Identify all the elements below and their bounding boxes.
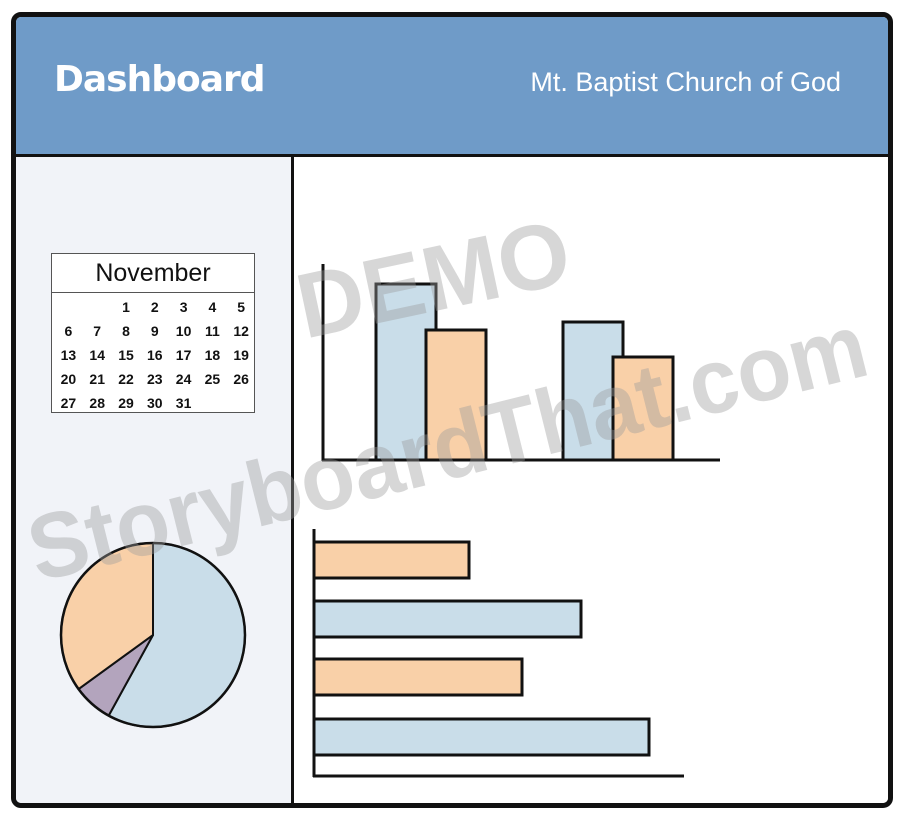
horizontal-bar: [312, 717, 651, 757]
horizontal-bar: [312, 657, 524, 697]
calendar-day: 29: [118, 395, 134, 411]
dashboard-header: Dashboard Mt. Baptist Church of God: [16, 17, 888, 157]
calendar-day: 1: [122, 299, 130, 315]
calendar-day: 25: [204, 371, 221, 387]
organization-name: Mt. Baptist Church of God: [530, 67, 841, 97]
calendar-month: November: [52, 254, 254, 293]
calendar-day: 13: [60, 347, 77, 363]
calendar-day: 3: [179, 299, 188, 315]
horizontal-bar: [312, 599, 583, 639]
calendar-day: 30: [147, 395, 163, 411]
calendar-day: 12: [233, 323, 249, 339]
vertical-bar: [611, 355, 675, 462]
calendar-day: 9: [150, 323, 159, 339]
calendar-day: 14: [89, 347, 105, 363]
calendar-day: 21: [89, 371, 105, 387]
main-panel: [294, 157, 888, 803]
dashboard-frame: Dashboard Mt. Baptist Church of God Nove…: [11, 12, 893, 808]
page-title: Dashboard: [54, 59, 266, 100]
horizontal-bar-chart: [312, 529, 684, 778]
pie-chart: [59, 541, 247, 729]
calendar-day: 18: [204, 347, 221, 363]
calendar-widget: November 1 2 3 4 5 6 7 8 9 10 11 12 13 14 15 16 17 18 19 20…: [51, 253, 255, 413]
calendar-day: 22: [118, 371, 134, 387]
calendar-day: 11: [204, 323, 220, 339]
calendar-day: 16: [147, 347, 163, 363]
calendar-day: 4: [208, 299, 217, 315]
calendar-day: 31: [175, 395, 192, 411]
vertical-bar: [424, 328, 488, 462]
calendar-day: 7: [93, 323, 102, 339]
calendar-day: 10: [175, 323, 192, 339]
calendar-day: 23: [147, 371, 163, 387]
sidebar: November 1 2 3 4 5 6 7 8 9 10 11 12 13 14 15 16 17 18 19 20…: [16, 157, 294, 803]
calendar-day: 17: [175, 347, 192, 363]
calendar-grid: 1 2 3 4 5 6 7 8 9 10 11 12 13 14 15 16 17 18 19 20 21 22 23 24 2…: [52, 293, 254, 415]
pie-outline: [59, 541, 247, 729]
calendar-day: 26: [233, 371, 249, 387]
calendar-day: 6: [64, 323, 73, 339]
vertical-bar-chart: [321, 264, 720, 462]
calendar-day: 24: [175, 371, 192, 387]
calendar-day: 19: [233, 347, 249, 363]
calendar-day: 5: [237, 299, 246, 315]
charts-area: [312, 264, 720, 778]
calendar-day: 20: [60, 371, 77, 387]
horizontal-bar: [312, 540, 471, 580]
calendar-day: 2: [150, 299, 159, 315]
calendar-day: 28: [89, 395, 105, 411]
calendar-day: 15: [118, 347, 134, 363]
calendar-day: 8: [122, 323, 130, 339]
calendar-day: 27: [60, 395, 77, 411]
